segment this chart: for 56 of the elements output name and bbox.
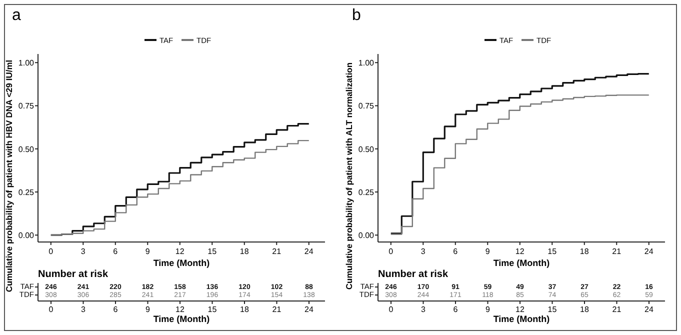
y-tick-label: 0.00 [18,231,35,240]
x-tick-label: 15 [548,247,558,256]
y-tick-label: 0.75 [18,102,35,111]
x-tick-label: 21 [272,247,282,256]
x-tick-label: 24 [644,305,654,314]
x-tick-label: 24 [304,247,314,256]
y-tick-label: 0.25 [18,188,35,197]
x-tick-label: 0 [388,247,394,256]
x-tick-label: 3 [81,305,86,314]
x-tick-label: 12 [175,247,185,256]
x-tick-label: 0 [48,305,54,314]
chart-title: b [352,7,361,24]
x-tick-label: 6 [113,247,118,256]
y-tick-label: 0.50 [18,144,35,154]
x-tick-label: 3 [80,247,86,256]
y-tick-label: 1.00 [18,58,35,68]
x-tick-label: 9 [486,305,491,314]
x-tick-label: 9 [146,305,151,314]
y-axis-title: Cumulative probability of patient with HBV DNA <29 IU/ml [4,60,14,292]
x-axis-title: Time (Month) [493,258,550,268]
x-axis-title: Time (Month) [493,314,550,324]
x-tick-label: 15 [208,247,218,256]
x-tick-label: 6 [453,247,458,256]
x-tick-label: 6 [453,305,458,314]
x-tick-label: 18 [240,305,250,314]
x-tick-label: 12 [176,305,185,314]
x-tick-label: 12 [516,305,525,314]
x-tick-label: 24 [304,305,314,314]
y-tick-label: 0.50 [358,144,375,154]
x-tick-label: 18 [580,305,590,314]
x-tick-label: 12 [515,247,525,256]
x-tick-label: 21 [612,247,622,256]
x-tick-label: 9 [485,247,490,256]
y-tick-label: 0.25 [358,188,375,197]
y-tick-label: 1.00 [358,58,375,68]
x-tick-label: 24 [644,247,654,256]
x-tick-label: 18 [240,247,250,256]
y-tick-label: 0.00 [358,231,375,240]
x-tick-label: 15 [548,305,558,314]
x-tick-label: 21 [612,305,622,314]
x-tick-label: 3 [420,247,426,256]
y-axis-title: Cumulative probability of patient with ALT normalization [344,62,354,290]
x-axis-title: Time (Month) [153,258,210,268]
chart-title: Number at risk [378,269,448,280]
x-tick-label: 9 [145,247,150,256]
x-tick-label: 0 [388,305,394,314]
x-tick-label: 0 [48,247,54,256]
y-tick-label: 0.75 [358,102,375,111]
x-tick-label: 21 [272,305,282,314]
chart-title: Number at risk [38,269,108,280]
x-axis-title: Time (Month) [153,314,210,324]
x-tick-label: 18 [580,247,590,256]
x-tick-label: 3 [421,305,426,314]
x-tick-label: 6 [113,305,118,314]
x-tick-label: 15 [208,305,218,314]
chart-title: a [12,7,21,24]
